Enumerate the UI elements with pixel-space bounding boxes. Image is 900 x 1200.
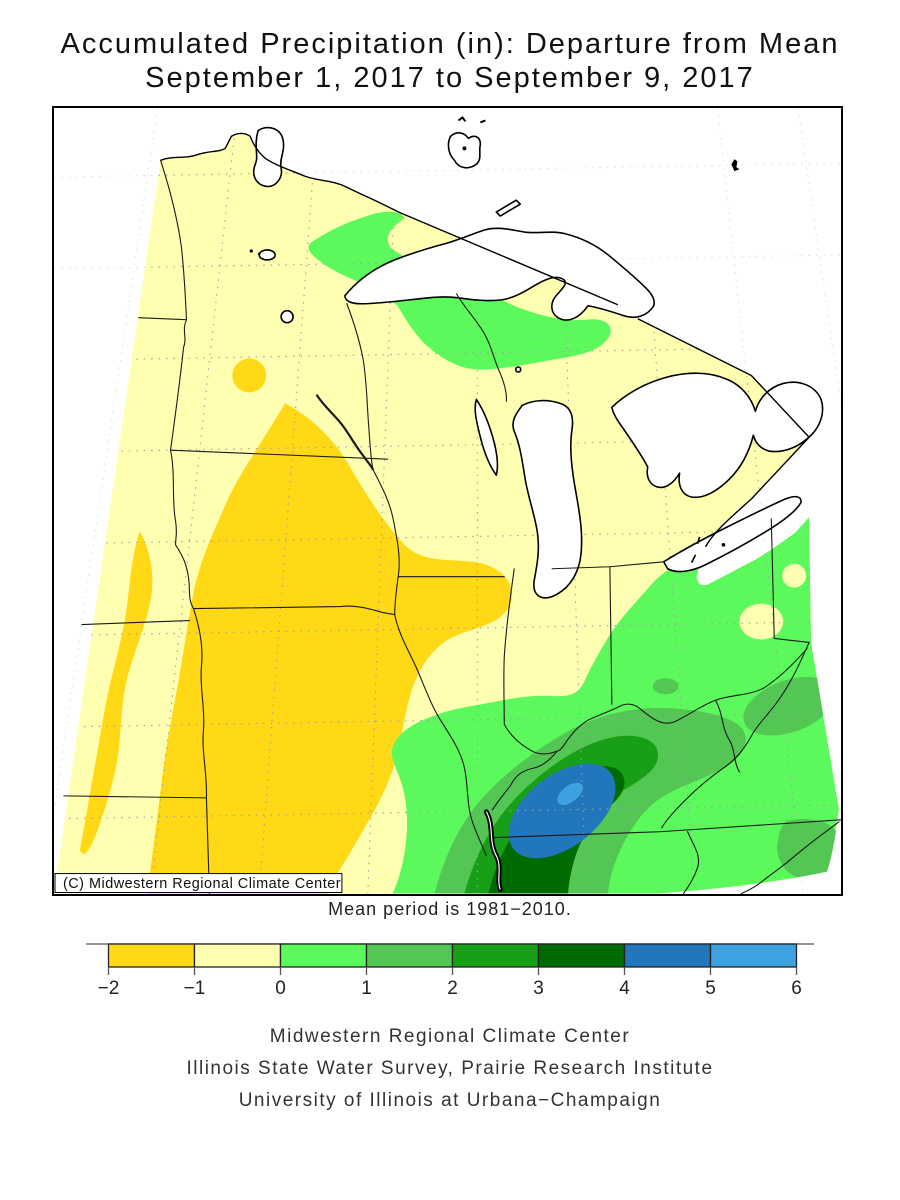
map-title-line1: Accumulated Precipitation (in): Departur…: [60, 28, 840, 60]
legend-ticks: [107, 967, 798, 975]
legend-tick-label: 1: [361, 978, 372, 999]
border-in-oh: [609, 566, 613, 705]
lake-erie: [662, 495, 802, 573]
river-mississippi-mn: [315, 394, 374, 471]
border-ky-tn: [489, 819, 841, 839]
legend-segment: [107, 943, 196, 968]
map-frame: (C) Midwestern Regional Climate Center: [52, 106, 843, 896]
color-legend: −2 −1 0 1 2 3 4 5 6: [86, 943, 814, 999]
fill-band-5-6-core: [557, 782, 583, 806]
mille-lacs-lake: [280, 309, 294, 324]
fill-band-neg2-mn-spot: [232, 358, 267, 393]
footer-org-line1: Midwestern Regional Climate Center: [269, 1026, 631, 1047]
border-ne-ks: [63, 795, 207, 799]
footer-org-line3: University of Illinois at Urbana−Champai…: [238, 1090, 662, 1111]
precipitation-departure-map: (C) Midwestern Regional Climate Center: [54, 108, 841, 894]
lake-michigan: [512, 399, 583, 599]
border-il-in: [503, 568, 515, 725]
canada-border: [160, 132, 810, 548]
isle-royale: [495, 199, 522, 217]
border-ia-mo: [192, 605, 396, 616]
copyright-box: (C) Midwestern Regional Climate Center: [54, 873, 343, 894]
small-lake-glyph-ne: [731, 159, 740, 172]
border-ky-wv-bigsandy: [714, 699, 740, 773]
nipigon-island: [462, 146, 467, 151]
legend-tick-label: −1: [184, 978, 206, 999]
indian-lake: [514, 366, 522, 373]
border-mn-wi-stcroix: [346, 303, 374, 470]
legend-labels: −2 −1 0 1 2 3 4 5 6: [98, 978, 802, 999]
legend-segment: [451, 943, 540, 968]
river-ohio: [491, 647, 808, 811]
legend-segment: [279, 943, 368, 968]
legend-tick-label: −2: [98, 978, 120, 999]
border-nd-mn: [160, 159, 188, 321]
border-sd-ne: [81, 619, 191, 626]
legend-tick-label: 2: [447, 978, 458, 999]
border-oh-pa: [770, 518, 775, 640]
fill-band-1-2-tn-corner: [777, 818, 840, 881]
map-title-line2: September 1, 2017 to September 9, 2017: [145, 62, 755, 94]
legend-segment: [365, 943, 454, 968]
legend-segment: [709, 943, 798, 968]
pelee-island: [721, 543, 726, 547]
legend-segment: [623, 943, 712, 968]
border-ia-ne-missouri-river: [174, 544, 208, 799]
legend-segment: [537, 943, 626, 968]
border-tn-nc-wiggle: [740, 821, 840, 894]
legend-tick-label: 5: [705, 978, 716, 999]
legend-segment: [193, 943, 282, 968]
border-through-lakes: [398, 211, 810, 548]
small-canada-lakes: [457, 116, 486, 124]
border-nd-sd: [138, 317, 188, 321]
border-minnesota-canada: [160, 132, 399, 213]
river-wabash: [503, 723, 558, 755]
anomaly-fill-layers: [54, 133, 840, 894]
mn-small-lake-1: [249, 249, 253, 253]
copyright-text: (C) Midwestern Regional Climate Center: [63, 876, 341, 892]
fill-hole-pa: [782, 563, 807, 588]
lake-superior: [344, 227, 655, 321]
lakes: [249, 116, 824, 599]
state-borders: [63, 159, 841, 894]
border-sd-mn: [170, 319, 188, 451]
legend-tick-label: 6: [791, 978, 802, 999]
lake-huron: [611, 372, 824, 499]
mean-period-note: Mean period is 1981−2010.: [328, 899, 572, 919]
lake-of-the-woods: [252, 126, 285, 188]
border-sd-ia-bigsioux: [170, 449, 177, 546]
fill-hole-ohio: [739, 603, 784, 640]
border-wi-ia-il-mississippi: [372, 468, 487, 857]
footer-org-line2: Illinois State Water Survey, Prairie Res…: [186, 1058, 714, 1079]
border-mn-ia: [170, 449, 389, 460]
fill-band-neg2-west-strip: [79, 530, 153, 854]
mn-small-lake-2: [257, 252, 261, 256]
legend-segments: [107, 943, 798, 968]
border-tn-va-wiggle: [683, 831, 700, 894]
fill-band-1-2-wv: [743, 676, 835, 736]
legend-tick-label: 4: [619, 978, 630, 999]
red-lake: [258, 249, 276, 261]
green-bay: [474, 398, 499, 476]
legend-tick-label: 0: [275, 978, 286, 999]
detroit-river: [690, 536, 701, 564]
border-wv-va: [661, 641, 810, 829]
legend-tick-label: 3: [533, 978, 544, 999]
border-pa-wv: [773, 637, 810, 644]
fill-band-neg2-main: [147, 403, 513, 894]
river-mississippi-braid: [485, 811, 501, 890]
border-wi-mi: [455, 293, 508, 402]
fill-band-1-2-ky-spot: [652, 678, 679, 695]
